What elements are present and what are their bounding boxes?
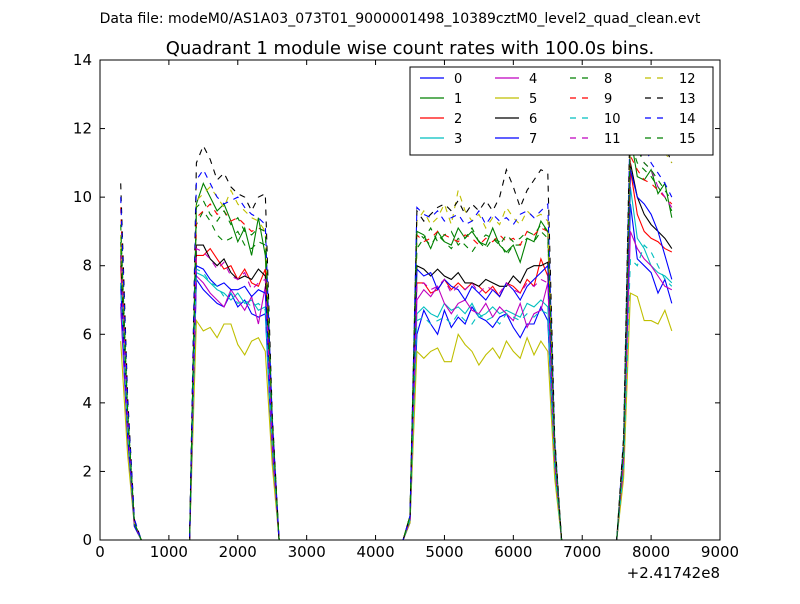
- legend-label-1: 1: [454, 92, 462, 107]
- legend-label-6: 6: [529, 112, 537, 127]
- axis-ticks: 0 1000 2000 3000 4000 5000 6000 7000 8000 9000 0 2 4…: [73, 51, 739, 561]
- series-line-9: [120, 155, 673, 541]
- x-tick-label: 2000: [219, 543, 257, 561]
- legend-label-8: 8: [604, 72, 612, 87]
- series-line-11: [120, 128, 673, 541]
- chart-suptitle: Data file: modeM0/AS1A03_073T01_90000014…: [100, 11, 701, 27]
- y-tick-label: 6: [82, 325, 92, 343]
- legend-label-0: 0: [454, 72, 462, 87]
- legend-label-15: 15: [679, 132, 696, 147]
- legend-label-13: 13: [679, 92, 696, 107]
- legend-label-4: 4: [529, 72, 537, 87]
- x-tick-label: 0: [95, 543, 105, 561]
- legend-label-14: 14: [679, 112, 696, 127]
- legend-label-3: 3: [454, 132, 462, 147]
- y-tick-label: 12: [73, 120, 92, 138]
- y-tick-label: 2: [82, 462, 92, 480]
- y-tick-label: 0: [82, 531, 92, 549]
- x-tick-label: 7000: [563, 543, 601, 561]
- series-line-1: [120, 135, 673, 541]
- x-tick-label: 3000: [288, 543, 326, 561]
- x-offset-label: +2.41742e8: [627, 564, 720, 582]
- chart-title: Quadrant 1 module wise count rates with …: [166, 38, 655, 59]
- y-tick-label: 4: [82, 394, 92, 412]
- legend-label-2: 2: [454, 112, 462, 127]
- series-line-0: [120, 203, 673, 541]
- x-tick-label: 4000: [356, 543, 394, 561]
- legend-label-12: 12: [679, 72, 696, 87]
- plot-area-frame: [99, 59, 721, 541]
- legend-label-9: 9: [604, 92, 612, 107]
- x-tick-label: 9000: [701, 543, 739, 561]
- legend-label-11: 11: [604, 132, 621, 147]
- series-line-13: [120, 99, 673, 541]
- x-tick-label: 6000: [494, 543, 532, 561]
- x-tick-label: 1000: [150, 543, 188, 561]
- series-line-4: [120, 231, 673, 541]
- series-line-7: [120, 169, 673, 541]
- legend-label-7: 7: [529, 132, 537, 147]
- series-line-15: [120, 135, 673, 541]
- series-line-14: [120, 111, 673, 541]
- legend-frame: [409, 66, 714, 156]
- y-tick-label: 14: [73, 51, 92, 69]
- series-line-8: [120, 142, 673, 541]
- series-line-3: [120, 186, 673, 541]
- x-tick-label: 8000: [632, 543, 670, 561]
- series-line-2: [120, 169, 673, 541]
- series-line-6: [120, 162, 673, 541]
- legend-label-10: 10: [604, 112, 621, 127]
- y-tick-label: 10: [73, 188, 92, 206]
- series-layer: [120, 99, 673, 541]
- series-line-5: [120, 292, 673, 541]
- y-tick-label: 8: [82, 257, 92, 275]
- x-tick-label: 5000: [425, 543, 463, 561]
- legend-label-5: 5: [529, 92, 537, 107]
